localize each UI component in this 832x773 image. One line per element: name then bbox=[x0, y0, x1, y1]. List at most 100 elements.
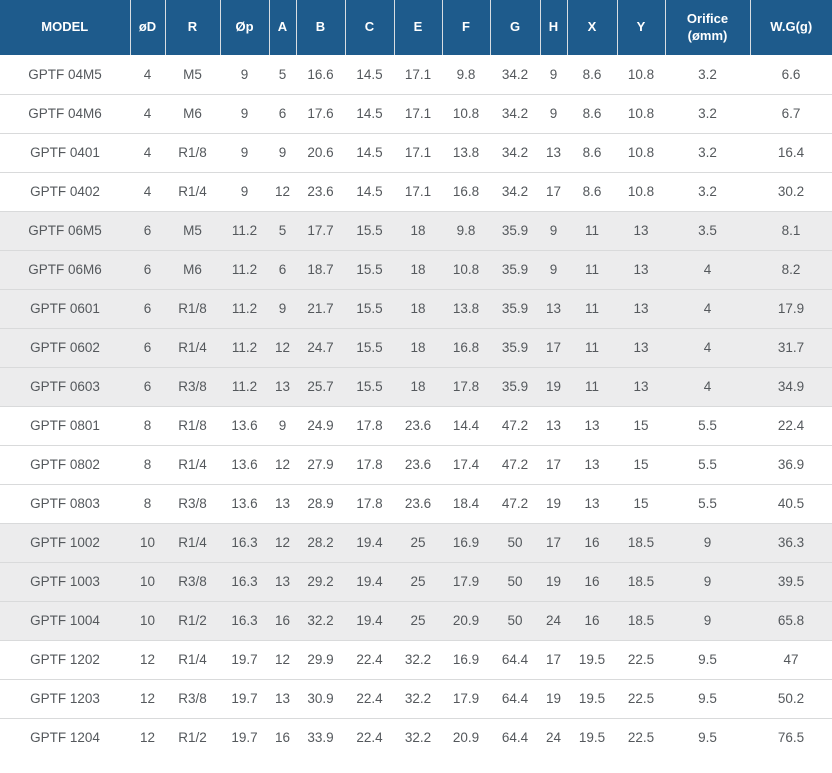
cell-e: 25 bbox=[394, 600, 442, 640]
cell-c: 15.5 bbox=[345, 210, 394, 250]
cell-x: 11 bbox=[567, 327, 617, 367]
cell-orifice: 9 bbox=[665, 600, 750, 640]
cell-b: 32.2 bbox=[296, 600, 345, 640]
cell-op: 19.7 bbox=[220, 717, 269, 757]
cell-y: 10.8 bbox=[617, 171, 665, 211]
cell-wg: 39.5 bbox=[750, 561, 832, 601]
cell-c: 19.4 bbox=[345, 522, 394, 562]
cell-wg: 47 bbox=[750, 639, 832, 679]
cell-y: 22.5 bbox=[617, 678, 665, 718]
cell-op: 9 bbox=[240, 66, 249, 82]
cell-b: 27.9 bbox=[296, 444, 345, 484]
table-row: GPTF 04M6 4 M6 9 6 17.6 14.5 17.1 10.8 34.2 9 8.6 10… bbox=[0, 93, 832, 133]
cell-model: GPTF 0603 bbox=[0, 366, 130, 406]
cell-a: 16 bbox=[269, 717, 296, 757]
cell-model: GPTF 04M5 bbox=[28, 66, 102, 82]
column-header-od: øD bbox=[129, 0, 165, 55]
cell-h: 17 bbox=[540, 522, 567, 562]
cell-od: 6 bbox=[130, 288, 165, 328]
cell-model: GPTF 0402 bbox=[0, 171, 130, 211]
cell-h: 9 bbox=[540, 210, 567, 250]
cell-e: 18 bbox=[394, 210, 442, 250]
cell-a: 12 bbox=[269, 171, 296, 211]
cell-x: 16 bbox=[567, 522, 617, 562]
table-row: GPTF 0603 6 R3/8 11.2 13 25.7 15.5 18 17.8 35.9 19… bbox=[0, 366, 832, 406]
cell-r: M6 bbox=[165, 249, 220, 289]
cell-h: 19 bbox=[540, 366, 567, 406]
cell-g: 35.9 bbox=[490, 288, 540, 328]
cell-f: 17.8 bbox=[442, 366, 490, 406]
table-row: GPTF 0801 8 R1/8 13.6 9 24.9 17.8 23.6 14.4 47.2 1… bbox=[0, 405, 832, 445]
cell-b: 24.9 bbox=[296, 405, 345, 445]
table-row: GPTF 1002 10 R1/4 16.3 12 28.2 19.4 25 16.9 50 17 1… bbox=[0, 522, 832, 562]
cell-f: 18.4 bbox=[442, 483, 490, 523]
cell-op: 9 bbox=[220, 171, 269, 211]
table-row: GPTF 1204 12 R1/2 19.7 16 33.9 22.4 32.2 20.9 64.… bbox=[0, 717, 832, 757]
cell-c: 22.4 bbox=[345, 678, 394, 718]
cell-e: 25 bbox=[394, 522, 442, 562]
table-row: GPTF 1203 12 R3/8 19.7 13 30.9 22.4 32.2 17.9 64.… bbox=[0, 678, 832, 718]
cell-e: 18 bbox=[394, 366, 442, 406]
cell-orifice: 9.5 bbox=[665, 717, 750, 757]
cell-f: 17.9 bbox=[442, 561, 490, 601]
cell-op: 16.3 bbox=[220, 522, 269, 562]
cell-b: 17.6 bbox=[296, 93, 345, 133]
cell-x: 16 bbox=[567, 561, 617, 601]
cell-f: 9.8 bbox=[456, 66, 476, 82]
cell-g: 50 bbox=[490, 522, 540, 562]
cell-a: 12 bbox=[269, 522, 296, 562]
column-header-e: E bbox=[393, 0, 442, 55]
cell-od: 12 bbox=[130, 639, 165, 679]
cell-od: 4 bbox=[130, 132, 165, 172]
table-row: GPTF 0802 8 R1/4 13.6 12 27.9 17.8 23.6 17.4 47.2… bbox=[0, 444, 832, 484]
cell-g: 47.2 bbox=[490, 405, 540, 445]
cell-wg: 76.5 bbox=[750, 717, 832, 757]
cell-x: 16 bbox=[567, 600, 617, 640]
cell-a: 6 bbox=[269, 249, 296, 289]
cell-c: 15.5 bbox=[345, 366, 394, 406]
cell-r: R3/8 bbox=[165, 366, 220, 406]
cell-r: R1/8 bbox=[165, 132, 220, 172]
cell-b: 16.6 bbox=[307, 66, 334, 82]
column-header-x: X bbox=[566, 0, 617, 55]
cell-y: 22.5 bbox=[617, 717, 665, 757]
column-header-orifice: Orifice (ømm) bbox=[664, 0, 750, 55]
cell-e: 32.2 bbox=[394, 639, 442, 679]
cell-a: 9 bbox=[269, 405, 296, 445]
cell-orifice: 3.2 bbox=[665, 171, 750, 211]
cell-r: R3/8 bbox=[165, 561, 220, 601]
cell-f: 16.9 bbox=[442, 639, 490, 679]
cell-f: 13.8 bbox=[442, 288, 490, 328]
cell-y: 22.5 bbox=[617, 639, 665, 679]
cell-y: 10.8 bbox=[617, 93, 665, 133]
cell-op: 11.2 bbox=[220, 210, 269, 250]
cell-c: 14.5 bbox=[345, 171, 394, 211]
cell-h: 17 bbox=[540, 444, 567, 484]
cell-op: 13.6 bbox=[220, 483, 269, 523]
cell-od: 12 bbox=[130, 717, 165, 757]
cell-a: 6 bbox=[269, 93, 296, 133]
cell-r: R1/4 bbox=[165, 327, 220, 367]
cell-orifice: 4 bbox=[665, 249, 750, 289]
cell-b: 18.7 bbox=[296, 249, 345, 289]
table-row: GPTF 06M6 6 M6 11.2 6 18.7 15.5 18 10.8 35.9 9 11 13… bbox=[0, 249, 832, 289]
cell-x: 13 bbox=[567, 483, 617, 523]
cell-y: 15 bbox=[617, 405, 665, 445]
cell-a: 13 bbox=[269, 678, 296, 718]
cell-x: 11 bbox=[567, 288, 617, 328]
cell-model: GPTF 1203 bbox=[0, 678, 130, 718]
cell-op: 16.3 bbox=[220, 600, 269, 640]
cell-od: 10 bbox=[130, 600, 165, 640]
cell-e: 18 bbox=[394, 249, 442, 289]
cell-od: 6 bbox=[130, 210, 165, 250]
column-header-f: F bbox=[441, 0, 490, 55]
cell-y: 15 bbox=[617, 444, 665, 484]
cell-h: 24 bbox=[540, 717, 567, 757]
cell-b: 28.2 bbox=[296, 522, 345, 562]
cell-a: 5 bbox=[278, 66, 287, 82]
cell-r: R1/2 bbox=[165, 717, 220, 757]
cell-c: 15.5 bbox=[345, 288, 394, 328]
cell-orifice: 4 bbox=[665, 288, 750, 328]
cell-b: 24.7 bbox=[296, 327, 345, 367]
cell-od: 4 bbox=[143, 66, 152, 82]
